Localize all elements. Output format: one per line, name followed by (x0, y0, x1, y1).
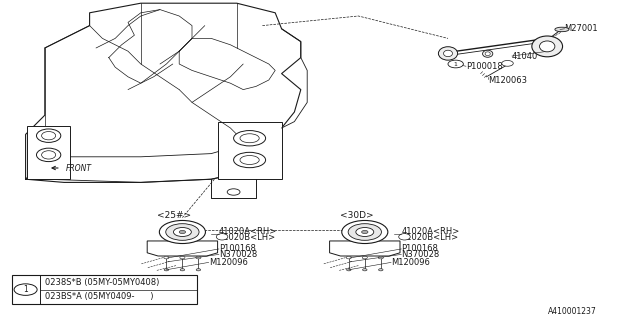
Text: 0238S*B (05MY-05MY0408): 0238S*B (05MY-05MY0408) (45, 278, 159, 287)
Circle shape (14, 284, 37, 295)
Text: M120096: M120096 (209, 258, 248, 267)
Text: <25#>: <25#> (157, 212, 191, 220)
Ellipse shape (164, 269, 169, 271)
Ellipse shape (240, 134, 259, 143)
Ellipse shape (196, 256, 201, 259)
Bar (12, 275, 197, 304)
Text: A410001237: A410001237 (548, 308, 597, 316)
Ellipse shape (196, 269, 201, 271)
Ellipse shape (240, 156, 259, 164)
Ellipse shape (362, 269, 367, 271)
Ellipse shape (362, 256, 367, 259)
Polygon shape (147, 241, 218, 256)
Text: 023BS*A (05MY0409-      ): 023BS*A (05MY0409- ) (45, 292, 154, 301)
Text: P100168: P100168 (219, 244, 256, 253)
Ellipse shape (166, 224, 199, 240)
Ellipse shape (36, 148, 61, 162)
Ellipse shape (555, 27, 569, 32)
Ellipse shape (164, 256, 169, 259)
Ellipse shape (356, 228, 374, 236)
Ellipse shape (36, 129, 61, 142)
Polygon shape (330, 241, 400, 256)
Ellipse shape (159, 220, 205, 244)
Ellipse shape (485, 52, 490, 56)
Ellipse shape (532, 36, 563, 57)
FancyBboxPatch shape (218, 122, 282, 179)
Ellipse shape (348, 224, 381, 240)
Ellipse shape (483, 50, 493, 57)
Text: 1: 1 (23, 285, 28, 294)
Text: M120096: M120096 (391, 258, 430, 267)
Ellipse shape (234, 152, 266, 168)
FancyBboxPatch shape (27, 126, 70, 179)
Ellipse shape (180, 256, 185, 259)
Ellipse shape (42, 151, 56, 159)
Ellipse shape (438, 47, 458, 60)
Ellipse shape (444, 50, 452, 57)
Text: M120063: M120063 (488, 76, 527, 85)
Text: 41020A<RH>: 41020A<RH> (401, 227, 460, 236)
Circle shape (448, 60, 463, 68)
Ellipse shape (502, 60, 513, 66)
Text: 41020B<LH>: 41020B<LH> (219, 233, 276, 242)
Ellipse shape (234, 131, 266, 146)
Text: 41020A<RH>: 41020A<RH> (219, 227, 277, 236)
Ellipse shape (378, 269, 383, 271)
Text: 1: 1 (454, 61, 458, 67)
Ellipse shape (347, 269, 351, 271)
Ellipse shape (378, 256, 383, 259)
Ellipse shape (180, 269, 184, 271)
Ellipse shape (342, 220, 388, 244)
Ellipse shape (540, 41, 555, 52)
Text: 41020B<LH>: 41020B<LH> (401, 233, 458, 242)
Text: P100168: P100168 (401, 244, 438, 253)
Text: M27001: M27001 (564, 24, 598, 33)
Text: FRONT: FRONT (66, 164, 92, 172)
Text: P100018: P100018 (466, 62, 502, 71)
Ellipse shape (362, 230, 368, 234)
Text: 41040: 41040 (512, 52, 538, 60)
Text: N370028: N370028 (401, 250, 440, 259)
Ellipse shape (42, 132, 56, 140)
Ellipse shape (173, 228, 191, 236)
Text: <30D>: <30D> (340, 212, 374, 220)
Ellipse shape (179, 230, 186, 234)
Ellipse shape (216, 234, 228, 240)
Text: N370028: N370028 (219, 250, 257, 259)
Ellipse shape (399, 234, 410, 240)
Circle shape (227, 189, 240, 195)
Ellipse shape (346, 256, 351, 259)
